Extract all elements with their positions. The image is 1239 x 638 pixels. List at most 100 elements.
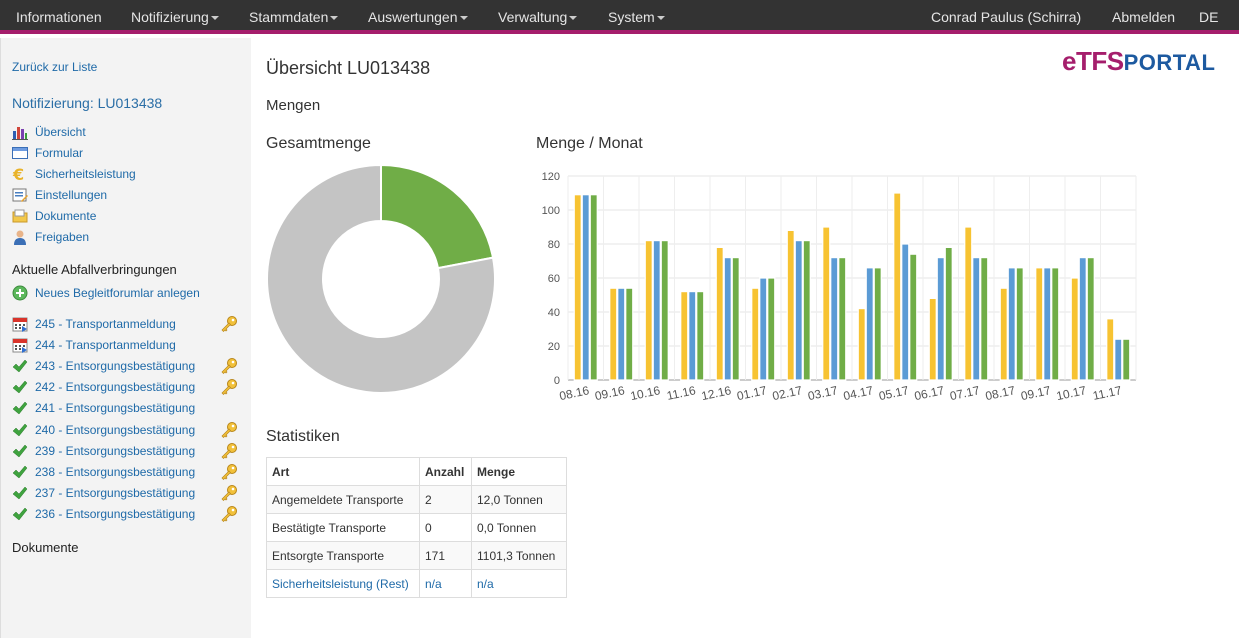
bar-09.17-s2[interactable] [1051, 267, 1060, 381]
key-icon[interactable] [220, 315, 238, 333]
transfer-item-label: 244 - Transportanmeldung [35, 338, 176, 352]
sidebar-item-label: Freigaben [35, 230, 90, 244]
transfer-item[interactable]: 237 - Entsorgungsbestätigung [12, 484, 242, 502]
sidebar-item-formular[interactable]: Formular [12, 144, 242, 162]
nav-system[interactable]: System [608, 0, 665, 34]
transfer-item[interactable]: 245 - Transportanmeldung [12, 315, 242, 333]
bar-02.17-s1[interactable] [794, 239, 803, 381]
bar-10.17-s2[interactable] [1086, 256, 1095, 381]
nav-language[interactable]: DE [1199, 9, 1219, 25]
key-icon[interactable] [220, 505, 238, 523]
bar-09.16-s0[interactable] [609, 287, 618, 381]
bar-12.16-s0[interactable] [715, 246, 724, 381]
table-row: Sicherheitsleistung (Rest) n/a n/a [266, 569, 567, 598]
security-deposit-amount-link[interactable]: n/a [471, 569, 567, 598]
bar-02.17-s2[interactable] [802, 239, 811, 381]
bar-08.16-s0[interactable] [573, 194, 582, 381]
nav-notifizierung[interactable]: Notifizierung [131, 0, 219, 34]
bar-03.17-s1[interactable] [830, 256, 839, 381]
bar-06.17-s0[interactable] [928, 297, 937, 381]
transfer-item[interactable]: 236 - Entsorgungsbestätigung [12, 505, 242, 523]
nav-label: Stammdaten [249, 9, 329, 25]
bar-12.16-s2[interactable] [731, 256, 740, 381]
bar-08.17-s0[interactable] [999, 287, 1008, 381]
table-row: Bestätigte Transporte 0 0,0 Tonnen [266, 513, 567, 542]
bar-04.17-s1[interactable] [865, 267, 874, 381]
nav-stammdaten[interactable]: Stammdaten [249, 0, 339, 34]
table-cell: Bestätigte Transporte [266, 513, 420, 542]
key-icon[interactable] [220, 378, 238, 396]
column-header: Anzahl [419, 457, 472, 486]
transfer-item[interactable]: 241 - Entsorgungsbestätigung [12, 399, 242, 417]
bar-07.17-s0[interactable] [964, 226, 973, 381]
bar-04.17-s0[interactable] [857, 308, 866, 381]
bar-11.16-s2[interactable] [696, 290, 705, 381]
bar-05.17-s0[interactable] [893, 192, 902, 381]
bar-10.16-s2[interactable] [660, 239, 669, 381]
bar-10.17-s1[interactable] [1078, 256, 1087, 381]
sidebar-item-uebersicht[interactable]: Übersicht [12, 123, 242, 141]
nav-user[interactable]: Conrad Paulus (Schirra) [931, 9, 1082, 25]
sidebar-item-dokumente[interactable]: Dokumente [12, 207, 242, 225]
nav-auswertungen[interactable]: Auswertungen [368, 0, 468, 34]
security-deposit-link[interactable]: Sicherheitsleistung (Rest) [266, 569, 420, 598]
bar-02.17-s0[interactable] [786, 229, 795, 381]
bar-01.17-s2[interactable] [767, 277, 776, 381]
bar-08.16-s1[interactable] [581, 194, 590, 381]
transfer-item[interactable]: 243 - Entsorgungsbestätigung [12, 357, 242, 375]
bar-01.17-s0[interactable] [751, 287, 760, 381]
bar-05.17-s1[interactable] [901, 243, 910, 381]
donut-slice-1[interactable] [266, 164, 496, 394]
add-circle-icon [12, 285, 28, 301]
key-icon[interactable] [220, 484, 238, 502]
transfer-item[interactable]: 244 - Transportanmeldung [12, 336, 242, 354]
key-icon[interactable] [220, 357, 238, 375]
bar-03.17-s2[interactable] [838, 256, 847, 381]
bar-11.17-s0[interactable] [1106, 318, 1115, 381]
bar-08.17-s2[interactable] [1015, 267, 1024, 381]
back-to-list-link[interactable]: Zurück zur Liste [12, 60, 98, 74]
transfer-item[interactable]: 240 - Entsorgungsbestätigung [12, 421, 242, 439]
nav-logout[interactable]: Abmelden [1112, 9, 1176, 25]
y-tick-label: 100 [542, 205, 560, 217]
bar-09.17-s0[interactable] [1035, 267, 1044, 381]
check-icon [12, 507, 28, 521]
security-deposit-count-link[interactable]: n/a [419, 569, 472, 598]
key-icon[interactable] [220, 463, 238, 481]
bar-04.17-s2[interactable] [873, 267, 882, 381]
table-header-row: Art Anzahl Menge [266, 457, 567, 486]
donut-slice-0[interactable] [380, 164, 495, 270]
bar-07.17-s1[interactable] [972, 256, 981, 381]
bar-10.16-s1[interactable] [652, 239, 661, 381]
key-icon[interactable] [220, 442, 238, 460]
bar-03.17-s0[interactable] [822, 226, 831, 381]
key-icon[interactable] [220, 421, 238, 439]
bar-08.16-s2[interactable] [589, 194, 598, 381]
transfer-item[interactable]: 242 - Entsorgungsbestätigung [12, 378, 242, 396]
sidebar-item-freigaben[interactable]: Freigaben [12, 228, 242, 246]
bar-09.17-s1[interactable] [1043, 267, 1052, 381]
bar-05.17-s2[interactable] [909, 253, 918, 381]
bar-11.16-s0[interactable] [680, 290, 689, 381]
bar-12.16-s1[interactable] [723, 256, 732, 381]
bar-11.16-s1[interactable] [688, 290, 697, 381]
bar-06.17-s2[interactable] [944, 246, 953, 381]
bar-08.17-s1[interactable] [1007, 267, 1016, 381]
transfer-item[interactable]: 239 - Entsorgungsbestätigung [12, 442, 242, 460]
bar-01.17-s1[interactable] [759, 277, 768, 381]
bar-10.16-s0[interactable] [644, 239, 653, 381]
sidebar-item-einstellungen[interactable]: Einstellungen [12, 186, 242, 204]
new-form-link[interactable]: Neues Begleitforumlar anlegen [12, 284, 242, 302]
bar-07.17-s2[interactable] [980, 256, 989, 381]
bar-09.16-s2[interactable] [625, 287, 634, 381]
nav-informationen[interactable]: Informationen [16, 0, 102, 34]
column-header: Menge [471, 457, 567, 486]
bar-11.17-s2[interactable] [1122, 338, 1131, 381]
bar-09.16-s1[interactable] [617, 287, 626, 381]
transfer-item[interactable]: 238 - Entsorgungsbestätigung [12, 463, 242, 481]
nav-verwaltung[interactable]: Verwaltung [498, 0, 578, 34]
sidebar-item-sicherheitsleistung[interactable]: € Sicherheitsleistung [12, 165, 242, 183]
bar-10.17-s0[interactable] [1070, 277, 1079, 381]
bar-11.17-s1[interactable] [1114, 338, 1123, 381]
bar-06.17-s1[interactable] [936, 256, 945, 381]
